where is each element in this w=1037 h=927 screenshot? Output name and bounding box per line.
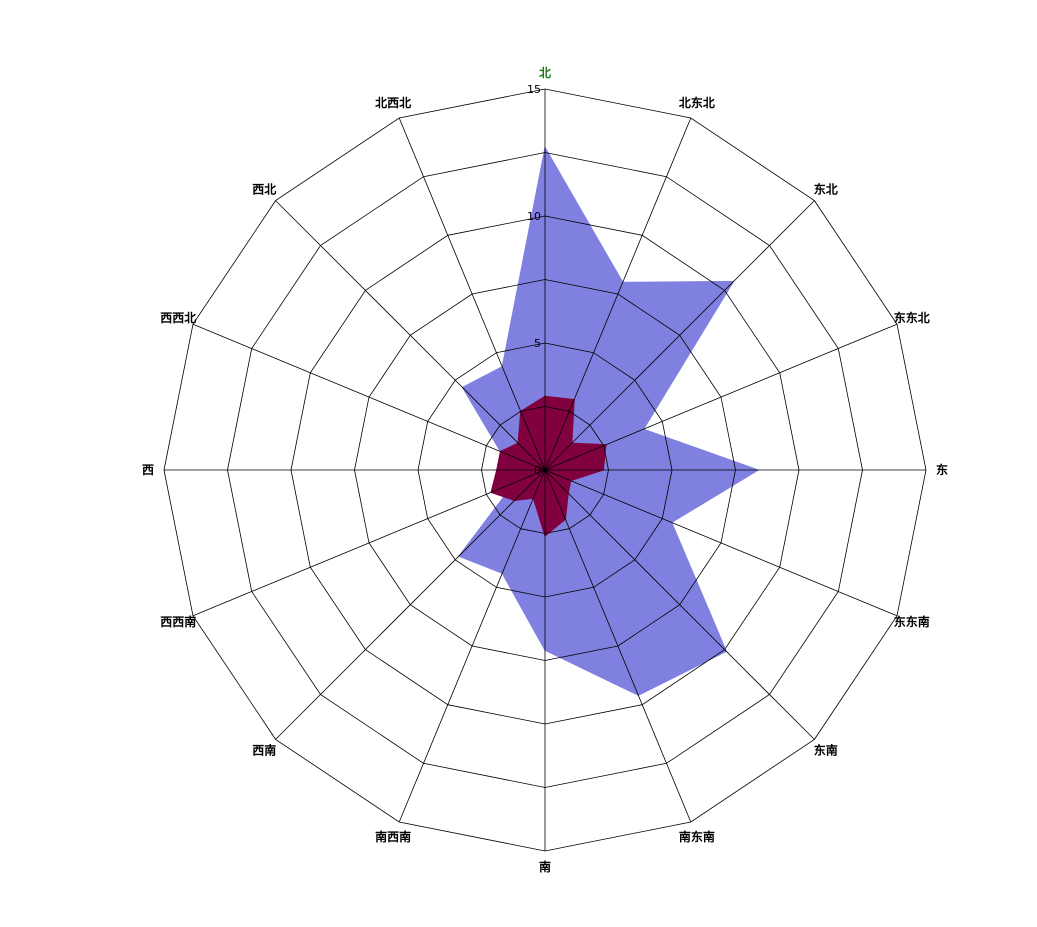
direction-label: 东东北	[894, 310, 930, 325]
radial-tick-label: 10	[527, 210, 541, 223]
direction-label: 东东南	[894, 614, 930, 629]
grid-spoke	[544, 200, 815, 471]
direction-label: 北	[539, 65, 551, 80]
direction-label: 南东南	[679, 829, 715, 844]
radial-tick-label: 15	[527, 83, 541, 96]
grid-spoke	[544, 117, 692, 471]
direction-label: 西南	[252, 743, 276, 758]
series-1-polygon	[458, 145, 760, 696]
direction-label: 东南	[814, 743, 838, 758]
grid-spoke	[544, 469, 815, 740]
grid-layer	[163, 88, 927, 852]
direction-label: 西西南	[160, 614, 196, 629]
series-layer	[458, 145, 760, 696]
grid-spoke	[192, 323, 546, 471]
direction-label: 北西北	[375, 95, 411, 110]
grid-spoke	[544, 469, 898, 617]
grid-spoke	[544, 323, 898, 471]
direction-label: 西西北	[160, 310, 196, 325]
direction-label: 西	[142, 463, 154, 477]
direction-label: 东北	[814, 181, 838, 196]
grid-spoke	[275, 200, 546, 471]
grid-spoke	[192, 469, 546, 617]
grid-spoke	[398, 117, 546, 471]
direction-label: 西北	[252, 181, 276, 196]
grid-spoke	[398, 469, 546, 823]
direction-label: 东	[936, 462, 948, 477]
direction-label: 南西南	[375, 829, 411, 844]
grid-spoke	[275, 469, 546, 740]
direction-label: 南	[539, 859, 551, 874]
grid-spoke	[544, 469, 692, 823]
radial-tick-label: 0	[534, 464, 541, 477]
radial-tick-label: 5	[534, 337, 541, 350]
direction-label: 北东北	[679, 95, 715, 110]
